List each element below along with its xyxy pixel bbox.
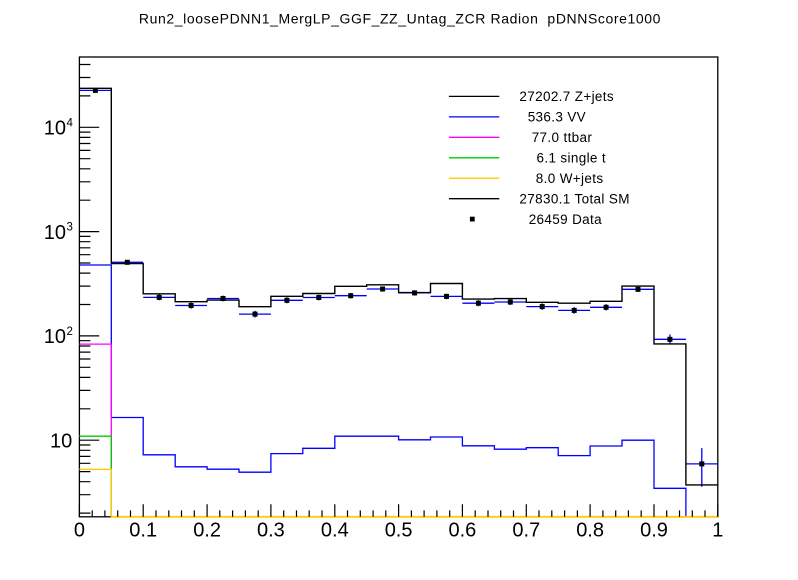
- svg-text:0.1: 0.1: [129, 519, 157, 541]
- svg-text:10: 10: [44, 326, 66, 348]
- svg-text:8.0 W+jets: 8.0 W+jets: [536, 171, 604, 186]
- svg-text:4: 4: [67, 117, 74, 129]
- svg-text:0.3: 0.3: [257, 519, 285, 541]
- svg-text:0.2: 0.2: [193, 519, 221, 541]
- svg-text:2: 2: [67, 326, 73, 338]
- svg-text:26459 Data: 26459 Data: [529, 212, 602, 227]
- svg-text:27202.7 Z+jets: 27202.7 Z+jets: [519, 89, 614, 104]
- svg-text:0.5: 0.5: [385, 519, 413, 541]
- svg-text:0.6: 0.6: [448, 519, 476, 541]
- svg-text:6.1 single t: 6.1 single t: [537, 150, 607, 165]
- svg-text:0.8: 0.8: [576, 519, 604, 541]
- svg-text:1: 1: [712, 519, 723, 541]
- svg-text:Run2_loosePDNN1_MergLP_GGF_ZZ_: Run2_loosePDNN1_MergLP_GGF_ZZ_Untag_ZCR …: [139, 10, 661, 26]
- svg-text:0.9: 0.9: [640, 519, 668, 541]
- svg-text:0.4: 0.4: [321, 519, 349, 541]
- svg-text:536.3 VV: 536.3 VV: [528, 110, 586, 125]
- svg-text:27830.1 Total SM: 27830.1 Total SM: [519, 191, 629, 206]
- svg-text:3: 3: [67, 222, 73, 234]
- svg-text:10: 10: [50, 430, 72, 452]
- svg-text:0: 0: [74, 519, 85, 541]
- svg-text:0.7: 0.7: [512, 519, 540, 541]
- svg-text:10: 10: [44, 222, 66, 244]
- svg-text:10: 10: [44, 118, 66, 140]
- svg-text:77.0 ttbar: 77.0 ttbar: [532, 130, 593, 145]
